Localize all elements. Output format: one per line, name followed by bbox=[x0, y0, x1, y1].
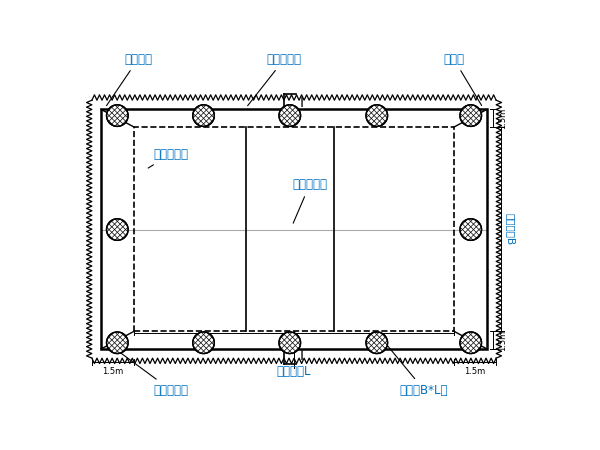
Text: 特制角桩: 特制角桩 bbox=[107, 53, 152, 106]
Circle shape bbox=[107, 332, 128, 354]
Text: Ⅰ: Ⅰ bbox=[300, 95, 304, 110]
Text: 钒导框: 钒导框 bbox=[443, 53, 482, 105]
Bar bbox=[134, 127, 454, 331]
Text: 承台宽度B: 承台宽度B bbox=[505, 213, 515, 245]
Circle shape bbox=[193, 332, 214, 354]
Circle shape bbox=[107, 105, 128, 126]
Circle shape bbox=[366, 105, 388, 126]
Circle shape bbox=[460, 105, 482, 126]
Bar bbox=[101, 109, 487, 349]
Text: 承台（B*L）: 承台（B*L） bbox=[379, 335, 448, 396]
Text: 定位钒管桩: 定位钒管桩 bbox=[119, 352, 188, 396]
Text: 钒导框横联: 钒导框横联 bbox=[292, 178, 327, 223]
Circle shape bbox=[460, 332, 482, 354]
Circle shape bbox=[193, 105, 214, 126]
Text: 1.5m: 1.5m bbox=[464, 367, 485, 376]
Text: Ⅰ: Ⅰ bbox=[300, 349, 304, 363]
Text: 1.5m: 1.5m bbox=[103, 367, 124, 376]
Text: 承台长度L: 承台长度L bbox=[277, 365, 311, 378]
Circle shape bbox=[460, 219, 482, 240]
Circle shape bbox=[107, 219, 128, 240]
Text: 1.5m: 1.5m bbox=[497, 108, 506, 129]
Text: 1.5m: 1.5m bbox=[497, 329, 506, 351]
Circle shape bbox=[366, 332, 388, 354]
Circle shape bbox=[279, 105, 301, 126]
Text: 钒板桩围堰: 钒板桩围堰 bbox=[248, 53, 302, 106]
Text: 钒导框斜联: 钒导框斜联 bbox=[148, 148, 188, 168]
Circle shape bbox=[279, 332, 301, 354]
